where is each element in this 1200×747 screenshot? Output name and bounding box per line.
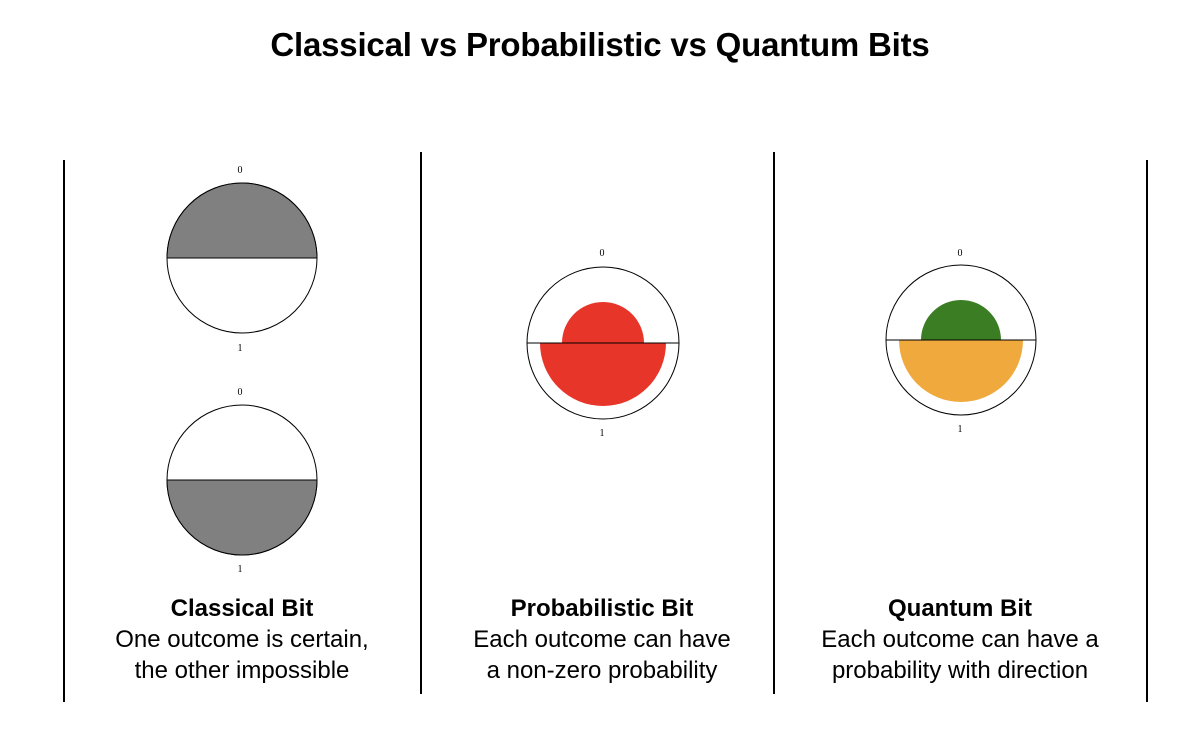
classical-one-filled-half — [166, 479, 318, 556]
probability-zero-half — [562, 302, 644, 343]
zero-label: 0 — [600, 248, 605, 259]
probabilistic-bit-description-line-2: a non-zero probability — [486, 657, 718, 684]
classical-zero-filled-half — [166, 182, 318, 259]
zero-label: 0 — [238, 387, 243, 398]
probability-one-half — [540, 343, 666, 406]
quantum-bit: 0 1 — [885, 248, 1037, 435]
classical-bit-caption: Classical Bit One outcome is certain, th… — [80, 594, 404, 686]
amplitude-one-half — [899, 340, 1023, 402]
probabilistic-bit-description-line-1: Each outcome can have — [473, 626, 731, 653]
one-label: 1 — [600, 428, 605, 439]
classical-bit-description-line-1: One outcome is certain, — [115, 626, 369, 653]
right-border-line — [1146, 160, 1148, 702]
zero-label: 0 — [238, 165, 243, 176]
probabilistic-bit-heading: Probabilistic Bit — [510, 595, 694, 622]
page-title: Classical vs Probabilistic vs Quantum Bi… — [270, 26, 930, 63]
probabilistic-bit-caption: Probabilistic Bit Each outcome can have … — [437, 594, 767, 686]
quantum-bit-description-line-1: Each outcome can have a — [821, 626, 1099, 653]
classical-bit-description-line-2: the other impossible — [134, 657, 350, 684]
left-border-line — [63, 160, 65, 702]
quantum-bit-caption: Quantum Bit Each outcome can have a prob… — [790, 594, 1130, 686]
divider-line-2 — [773, 152, 775, 694]
one-label: 1 — [238, 343, 243, 354]
divider-line-1 — [420, 152, 422, 694]
quantum-bit-description-line-2: probability with direction — [831, 657, 1089, 684]
quantum-bit-heading: Quantum Bit — [888, 595, 1032, 622]
classical-bit-state-one: 0 1 — [166, 387, 318, 575]
one-label: 1 — [958, 424, 963, 435]
classical-bit-state-zero: 0 1 — [166, 165, 318, 354]
amplitude-zero-half — [921, 300, 1001, 340]
one-label: 1 — [238, 564, 243, 575]
probabilistic-bit: 0 1 — [526, 248, 680, 439]
classical-bit-heading: Classical Bit — [170, 595, 314, 622]
zero-label: 0 — [958, 248, 963, 259]
